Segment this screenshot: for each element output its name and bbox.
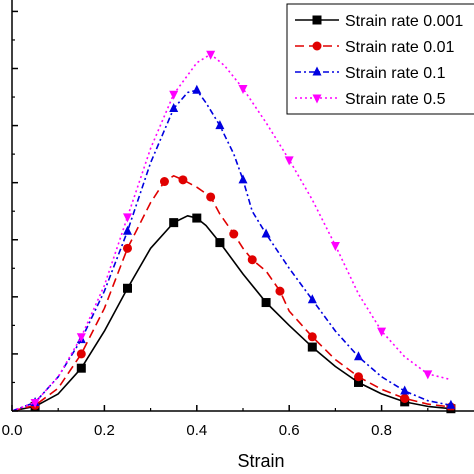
data-point bbox=[307, 294, 317, 304]
series-line bbox=[11, 215, 451, 412]
legend-label: Strain rate 0.1 bbox=[345, 65, 446, 82]
legend-marker bbox=[312, 15, 322, 25]
data-point bbox=[261, 298, 271, 308]
legend-label: Strain rate 0.5 bbox=[345, 91, 446, 108]
data-point bbox=[123, 213, 132, 223]
data-point bbox=[192, 213, 202, 223]
series-1 bbox=[11, 213, 456, 414]
series-layer bbox=[11, 50, 456, 414]
data-point bbox=[206, 50, 216, 60]
series-3 bbox=[11, 84, 456, 412]
data-point bbox=[169, 102, 179, 112]
x-tick-label: 0.0 bbox=[2, 422, 23, 439]
legend-label: Strain rate 0.001 bbox=[345, 13, 463, 30]
x-tick-label: 0.8 bbox=[371, 422, 392, 439]
x-tick-label: 0.2 bbox=[94, 422, 115, 439]
data-point bbox=[307, 342, 317, 352]
data-point bbox=[123, 243, 132, 253]
series-line bbox=[11, 89, 452, 412]
legend: Strain rate 0.001 Strain rate 0.01 Strain … bbox=[286, 3, 474, 115]
series-line bbox=[11, 175, 451, 412]
data-point bbox=[377, 327, 387, 337]
data-point bbox=[159, 177, 169, 187]
data-point bbox=[354, 377, 363, 387]
data-point bbox=[123, 283, 132, 293]
series-4 bbox=[11, 50, 452, 412]
legend-item: Strain rate 0.01 bbox=[295, 39, 455, 56]
data-point bbox=[261, 228, 271, 238]
legend-item: Strain rate 0.001 bbox=[295, 13, 463, 30]
series-2 bbox=[11, 175, 456, 412]
data-point bbox=[215, 238, 225, 248]
data-point bbox=[123, 225, 132, 235]
data-point bbox=[247, 255, 257, 265]
data-point bbox=[30, 398, 40, 408]
legend-label: Strain rate 0.01 bbox=[345, 39, 455, 56]
data-point bbox=[76, 363, 86, 373]
legend-marker bbox=[312, 41, 322, 51]
data-point bbox=[206, 192, 216, 202]
data-point bbox=[423, 370, 433, 380]
data-point bbox=[446, 399, 456, 409]
data-point bbox=[284, 156, 294, 166]
data-point bbox=[238, 174, 248, 184]
data-point bbox=[307, 332, 317, 342]
data-point bbox=[192, 84, 202, 94]
data-point bbox=[169, 218, 179, 228]
data-point bbox=[330, 241, 340, 251]
data-point bbox=[229, 229, 239, 239]
x-tick-label: 0.4 bbox=[186, 422, 207, 439]
legend-item: Strain rate 0.1 bbox=[295, 65, 446, 82]
legend-marker bbox=[312, 94, 322, 104]
x-tick-label: 0.6 bbox=[279, 422, 300, 439]
data-point bbox=[76, 349, 86, 359]
legend-item: Strain rate 0.5 bbox=[295, 91, 446, 108]
x-axis-title: Strain bbox=[237, 451, 284, 471]
data-point bbox=[76, 333, 86, 343]
axes-layer: 0.0 0.2 0.4 0.6 0.8 bbox=[2, 0, 474, 439]
data-point bbox=[275, 286, 285, 296]
data-point bbox=[238, 84, 248, 94]
data-point bbox=[169, 90, 179, 100]
data-point bbox=[178, 175, 188, 185]
legend-marker bbox=[312, 66, 322, 76]
data-point bbox=[354, 351, 363, 361]
data-point bbox=[215, 120, 225, 130]
data-point bbox=[400, 385, 410, 395]
data-point bbox=[400, 393, 410, 403]
data-point bbox=[354, 372, 363, 382]
